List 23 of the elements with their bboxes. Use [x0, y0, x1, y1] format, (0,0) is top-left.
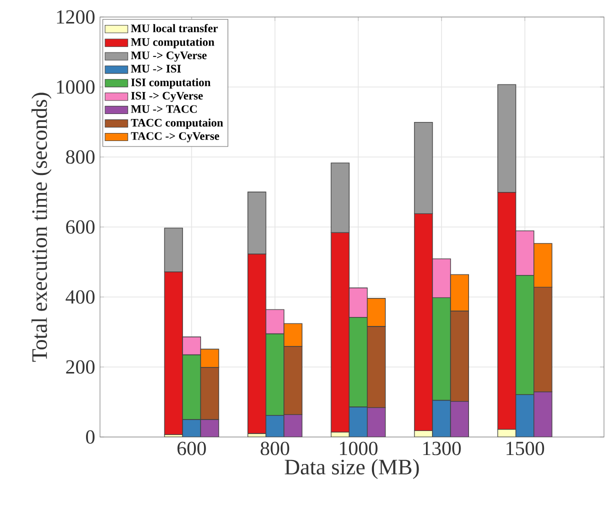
x-tick-label: 1300 [423, 442, 461, 456]
y-tick-label: 1000 [57, 80, 95, 94]
legend-label: MU local transfer [130, 24, 218, 32]
y-tick-label: 200 [66, 360, 95, 374]
y-tick-label: 0 [86, 430, 95, 444]
x-tick-label: 1000 [340, 442, 378, 456]
x-axis-title: Data size (MB) [284, 459, 419, 479]
x-tick-label: 600 [178, 442, 206, 456]
y-tick-label: 400 [66, 290, 95, 304]
legend-label: MU -> ISI [130, 64, 181, 73]
y-tick-label: 600 [66, 220, 95, 234]
legend-label: MU -> TACC [130, 105, 197, 113]
y-axis-title: Total execution time (seconds) [32, 92, 52, 362]
legend-label: ISI computation [131, 78, 211, 89]
y-tick-label: 800 [66, 150, 95, 164]
legend-label: TACC -> CyVerse [130, 132, 220, 142]
x-tick-label: 1500 [506, 442, 544, 456]
x-tick-label: 800 [260, 442, 290, 456]
y-tick-label: 1200 [57, 10, 95, 24]
legend-label: MU -> CyVerse [130, 52, 207, 62]
legend-label: TACC computaion [130, 118, 224, 129]
legend-label: ISI -> CyVerse [131, 92, 203, 102]
legend-label: MU computation [130, 38, 214, 48]
